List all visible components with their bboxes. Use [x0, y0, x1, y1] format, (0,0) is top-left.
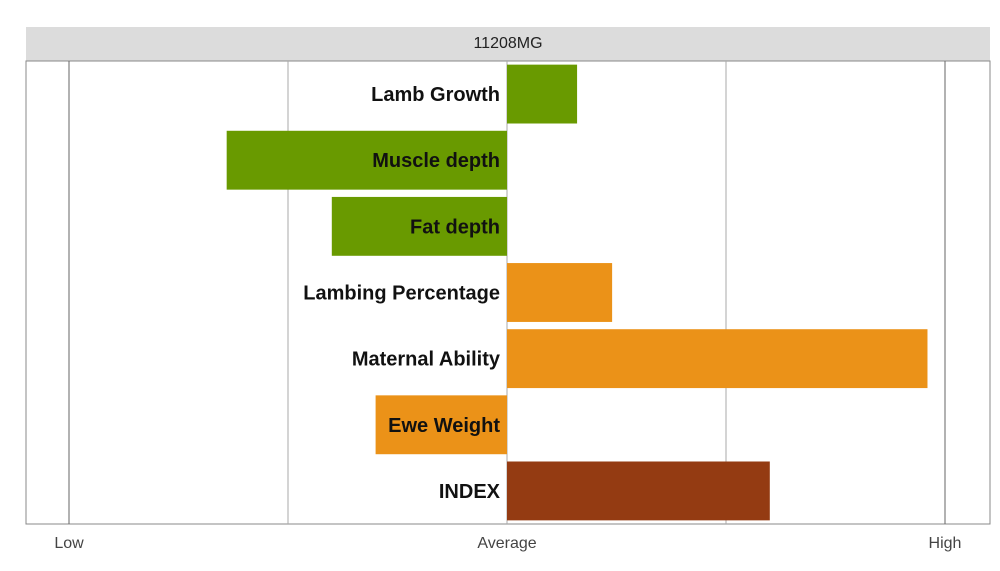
category-labels: Lamb Growth Muscle depth Fat depth Lambing … [303, 84, 501, 503]
category-label: Maternal Ability [352, 349, 501, 371]
category-label: Fat depth [410, 216, 500, 238]
category-label: Muscle depth [372, 150, 500, 172]
category-label: Lamb Growth [371, 84, 500, 106]
tick-label: Low [54, 535, 84, 552]
bars [226, 64, 928, 521]
category-label: Ewe Weight [388, 415, 500, 437]
chart-title: 11208MG [26, 27, 990, 61]
x-tick-labels: Low Average High [54, 535, 961, 552]
bar [331, 196, 507, 256]
bar [507, 461, 770, 521]
bar [507, 64, 578, 124]
tick-label: Average [477, 535, 536, 552]
tick-label: High [929, 535, 962, 552]
bar [507, 263, 613, 322]
bar [507, 329, 928, 389]
category-label: Lambing Percentage [303, 283, 500, 305]
bar [226, 130, 507, 190]
bar [375, 395, 507, 455]
category-label: INDEX [439, 481, 501, 503]
